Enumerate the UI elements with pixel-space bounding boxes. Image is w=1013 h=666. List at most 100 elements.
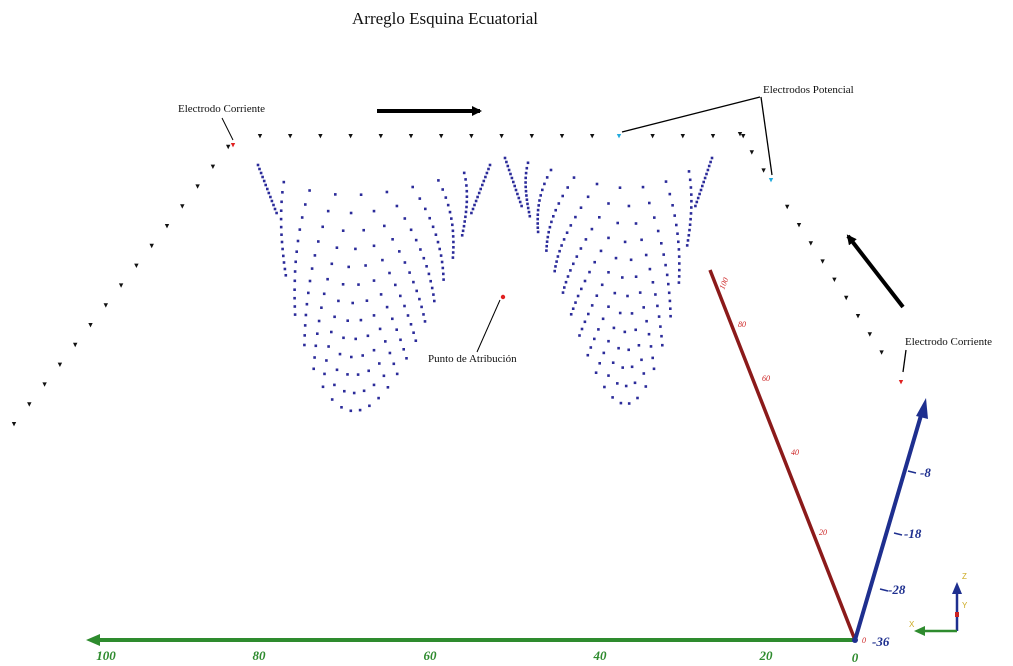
electrode-marker bbox=[210, 164, 216, 169]
data-point bbox=[358, 408, 362, 412]
data-point bbox=[526, 206, 530, 210]
data-point bbox=[668, 192, 672, 196]
electrode-marker bbox=[288, 134, 293, 139]
data-point bbox=[409, 228, 413, 232]
data-point bbox=[598, 216, 601, 219]
data-point bbox=[633, 381, 637, 385]
data-point bbox=[702, 180, 705, 184]
data-point bbox=[652, 367, 656, 371]
current-electrode-left bbox=[230, 143, 236, 148]
data-point bbox=[648, 267, 652, 271]
data-point bbox=[578, 334, 581, 337]
data-point bbox=[317, 319, 321, 323]
data-point bbox=[675, 223, 678, 227]
data-point bbox=[293, 288, 296, 291]
data-point bbox=[630, 312, 634, 315]
data-point bbox=[548, 225, 552, 229]
data-point bbox=[335, 368, 339, 372]
data-point bbox=[524, 181, 527, 184]
data-point bbox=[561, 194, 564, 198]
electrode-marker bbox=[195, 184, 200, 189]
data-point bbox=[524, 185, 527, 189]
data-point bbox=[304, 313, 308, 317]
data-point bbox=[618, 186, 622, 189]
data-point bbox=[473, 203, 476, 207]
electrode-marker bbox=[879, 350, 884, 355]
data-point bbox=[583, 279, 587, 283]
x-tick-100: 100 bbox=[96, 648, 116, 663]
data-point bbox=[317, 240, 320, 243]
data-point bbox=[688, 178, 692, 182]
data-point bbox=[707, 164, 711, 168]
data-point bbox=[627, 204, 631, 208]
data-point bbox=[488, 163, 492, 167]
data-point bbox=[689, 217, 692, 221]
data-point bbox=[656, 229, 660, 233]
data-point bbox=[395, 328, 398, 331]
electrode-marker bbox=[57, 362, 63, 367]
data-point bbox=[432, 293, 435, 296]
data-point bbox=[293, 313, 297, 316]
data-point bbox=[424, 207, 427, 211]
data-point bbox=[553, 269, 556, 273]
data-point bbox=[313, 254, 317, 257]
data-point bbox=[599, 249, 603, 253]
data-point bbox=[661, 343, 664, 347]
data-point bbox=[637, 344, 641, 347]
data-point bbox=[316, 332, 319, 335]
data-point bbox=[536, 226, 540, 229]
data-point bbox=[614, 256, 618, 260]
data-point bbox=[281, 247, 284, 251]
data-point bbox=[677, 255, 681, 258]
data-point bbox=[440, 260, 444, 264]
data-point bbox=[607, 202, 610, 205]
electrode-marker bbox=[73, 342, 78, 348]
data-point bbox=[657, 315, 661, 318]
data-point bbox=[280, 233, 283, 236]
z-tick-60: 60 bbox=[762, 374, 770, 383]
data-point bbox=[626, 294, 629, 298]
electrode-marker bbox=[820, 259, 825, 264]
data-point bbox=[667, 291, 671, 295]
data-point bbox=[442, 272, 445, 276]
data-point bbox=[669, 314, 672, 318]
electrode-marker bbox=[318, 134, 323, 139]
data-point bbox=[330, 330, 333, 334]
data-point bbox=[621, 366, 624, 369]
data-point bbox=[660, 242, 663, 245]
data-point bbox=[304, 203, 307, 206]
data-point bbox=[688, 223, 692, 226]
data-point bbox=[561, 291, 565, 294]
data-point bbox=[429, 279, 432, 283]
electrode-marker bbox=[88, 323, 93, 328]
data-point bbox=[280, 200, 283, 204]
gizmo-z-label: Z bbox=[962, 572, 967, 581]
data-point bbox=[569, 313, 573, 316]
data-point bbox=[514, 188, 518, 192]
data-point bbox=[303, 343, 306, 347]
data-point bbox=[580, 287, 583, 291]
data-point bbox=[430, 286, 434, 290]
data-point bbox=[372, 244, 376, 248]
data-point bbox=[579, 206, 583, 209]
data-point bbox=[418, 297, 421, 301]
data-point bbox=[569, 224, 573, 227]
data-point bbox=[575, 255, 579, 258]
data-point bbox=[607, 236, 610, 240]
x-tick-20: 20 bbox=[759, 648, 774, 663]
data-point bbox=[452, 246, 455, 249]
data-point bbox=[385, 305, 389, 309]
data-point bbox=[524, 176, 527, 180]
data-point bbox=[678, 262, 681, 265]
electrode-marker bbox=[650, 134, 655, 139]
data-point bbox=[634, 328, 637, 332]
electrode-marker bbox=[808, 241, 813, 246]
data-point bbox=[580, 327, 584, 331]
data-point bbox=[414, 238, 418, 242]
data-point bbox=[664, 263, 667, 267]
data-point bbox=[354, 337, 357, 341]
electrode-marker bbox=[257, 134, 263, 139]
data-point bbox=[484, 175, 487, 179]
data-point bbox=[386, 386, 390, 389]
data-point bbox=[342, 336, 345, 340]
